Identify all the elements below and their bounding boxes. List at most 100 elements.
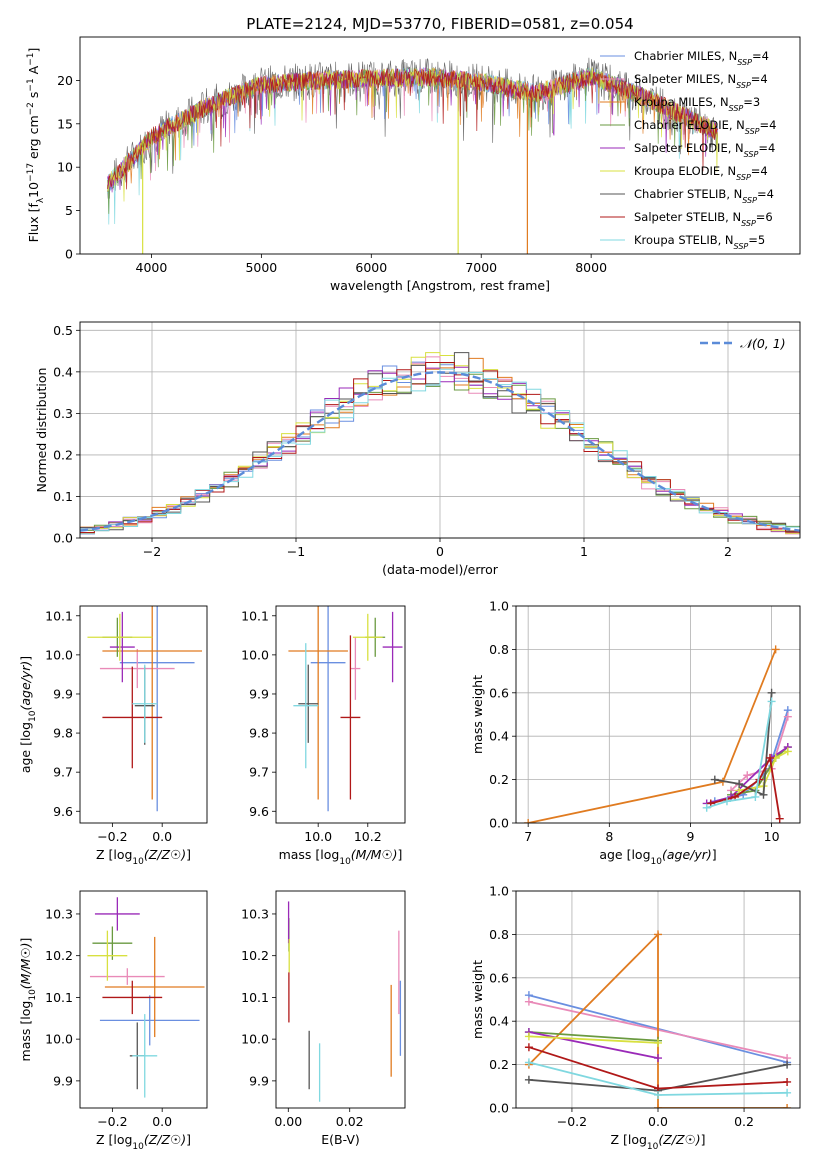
x-tick-label: −2 xyxy=(143,544,161,559)
legend-label: Chabrier MILES, NSSP=4 xyxy=(634,49,769,67)
y-tick-label: 0.2 xyxy=(53,447,73,462)
mass-weight-marker xyxy=(722,797,731,806)
mass-weight-marker xyxy=(524,1032,533,1041)
panel-mass-weight-vs-Z: −0.2 0.0 0.2 0.0 0.2 0.4 0.6 0.8 1.0 Z [log10(Z/Z… xyxy=(470,884,801,1152)
legend-item: Kroupa MILES, NSSP=3 xyxy=(600,95,760,113)
y-tick-label: 9.9 xyxy=(249,686,269,701)
y-axis-label: mass weight xyxy=(470,960,485,1039)
y-tick-label: 0.0 xyxy=(489,1101,509,1116)
mass-weight-marker xyxy=(783,1104,792,1108)
errorbar-point xyxy=(87,930,128,981)
mass-weight-line xyxy=(706,701,773,809)
legend-label: Kroupa ELODIE, NSSP=4 xyxy=(634,164,768,182)
y-tick-label: 10.1 xyxy=(45,608,73,623)
y-tick-label: 9.9 xyxy=(53,1073,73,1088)
mass-weight-marker xyxy=(524,1043,533,1052)
mass-weight-line xyxy=(714,692,773,797)
legend-label: Kroupa STELIB, NSSP=5 xyxy=(634,233,765,251)
y-tick-label: 0.6 xyxy=(489,685,509,700)
plot-area xyxy=(80,352,800,538)
errorbar-point xyxy=(99,649,175,689)
mass-weight-marker xyxy=(783,1060,792,1069)
y-axis-label: Normed distribution xyxy=(34,368,49,493)
legend-item: Kroupa STELIB, NSSP=5 xyxy=(600,233,765,251)
y-tick-label: 9.7 xyxy=(53,765,73,780)
plot-area xyxy=(87,897,205,1098)
x-axis-label: Z [log10(Z/Z☉)] xyxy=(610,1132,705,1152)
x-tick-label: 1 xyxy=(580,544,588,559)
x-axis-label: Z [log10(Z/Z☉)] xyxy=(96,847,191,867)
legend-item: Salpeter STELIB, NSSP=6 xyxy=(600,210,773,228)
legend-label: Chabrier ELODIE, NSSP=4 xyxy=(634,118,776,136)
y-tick-label: 0.4 xyxy=(489,1014,509,1029)
panel-age-vs-mass: 10.0 10.2 9.6 9.7 9.8 9.9 10.0 10.1 mass [log10(… xyxy=(241,605,406,867)
errorbar-point xyxy=(89,968,165,985)
mass-weight-line xyxy=(528,932,788,1108)
errorbar-point xyxy=(119,606,195,812)
gaussian-legend: 𝒩(0, 1) xyxy=(700,336,786,351)
panel-residual-hist: −2 −1 0 1 2 0.0 0.1 0.2 0.3 0.4 0.5 (data-model)/er… xyxy=(34,321,801,577)
errorbar-point xyxy=(352,613,383,661)
mass-weight-line xyxy=(738,750,789,792)
x-tick-label: 4000 xyxy=(136,260,168,275)
figure-title: PLATE=2124, MJD=53770, FIBERID=0581, z=0… xyxy=(246,15,633,33)
mass-weight-marker xyxy=(767,688,776,697)
mass-weight-marker xyxy=(751,792,760,801)
mass-weight-line xyxy=(528,1031,659,1059)
axes-frame xyxy=(515,605,801,824)
legend-item: Chabrier MILES, NSSP=4 xyxy=(600,49,769,67)
y-tick-label: 9.8 xyxy=(53,726,73,741)
x-tick-label: 6000 xyxy=(355,260,387,275)
y-tick-label: 20 xyxy=(57,73,73,88)
errorbar-point xyxy=(288,606,348,800)
y-tick-label: 15 xyxy=(57,116,73,131)
y-tick-label: 0.2 xyxy=(489,772,509,787)
y-axis-label: age [log10(age/yr)] xyxy=(18,656,38,773)
y-tick-label: 10.3 xyxy=(45,906,73,921)
plot-area xyxy=(107,57,718,254)
mass-weight-marker xyxy=(524,997,533,1006)
mass-weight-marker xyxy=(783,712,792,721)
errorbar-point xyxy=(310,606,346,812)
mass-weight-marker xyxy=(765,753,774,762)
y-tick-label: 0.3 xyxy=(53,406,73,421)
legend-item: Salpeter MILES, NSSP=4 xyxy=(600,72,768,90)
y-tick-label: 0.1 xyxy=(53,489,73,504)
x-tick-label: 8 xyxy=(605,829,613,844)
y-tick-label: 0.4 xyxy=(489,729,509,744)
y-tick-label: 9.9 xyxy=(53,686,73,701)
errorbar-point xyxy=(92,926,133,960)
y-tick-label: 10.1 xyxy=(241,608,269,623)
plot-area xyxy=(524,930,792,1108)
mass-weight-marker xyxy=(771,645,780,654)
y-tick-label: 10.1 xyxy=(45,990,73,1005)
mass-weight-line xyxy=(528,1031,659,1042)
y-tick-label: 1.0 xyxy=(489,599,509,614)
y-axis-label: mass [log10(M/M☉)] xyxy=(18,938,38,1062)
mass-weight-marker xyxy=(767,697,776,706)
legend-label: Chabrier STELIB, NSSP=4 xyxy=(634,187,774,205)
y-tick-label: 0.8 xyxy=(489,642,509,657)
y-tick-label: 10.1 xyxy=(241,990,269,1005)
mass-weight-marker xyxy=(524,1058,533,1067)
y-tick-label: 0.5 xyxy=(53,323,73,338)
spectrum-line xyxy=(107,67,718,193)
legend-label: Kroupa MILES, NSSP=3 xyxy=(634,95,760,113)
mass-weight-marker xyxy=(783,1077,792,1086)
plot-area xyxy=(287,901,402,1102)
plot-area xyxy=(524,645,792,823)
x-tick-label: 0.0 xyxy=(152,1114,172,1129)
panel-mass-vs-Z: −0.2 0.0 9.9 10.0 10.1 10.2 10.3 Z [log10(Z/Z☉)… xyxy=(18,890,208,1152)
spectrum-line xyxy=(107,68,718,190)
y-tick-label: 0.6 xyxy=(489,970,509,985)
x-tick-label: 7000 xyxy=(465,260,497,275)
mass-weight-marker xyxy=(702,803,711,812)
errorbar-point xyxy=(350,637,361,700)
axes-frame xyxy=(79,36,801,255)
errorbar-point xyxy=(340,635,361,800)
spectrum-y-axis-label: Flux [fλ10−17 erg cm−2 s−1 A−1] xyxy=(26,48,46,243)
mass-weight-marker xyxy=(710,775,719,784)
x-tick-label: 0.2 xyxy=(734,1114,754,1129)
legend-label: Salpeter STELIB, NSSP=6 xyxy=(634,210,773,228)
errorbar-point xyxy=(109,611,135,683)
